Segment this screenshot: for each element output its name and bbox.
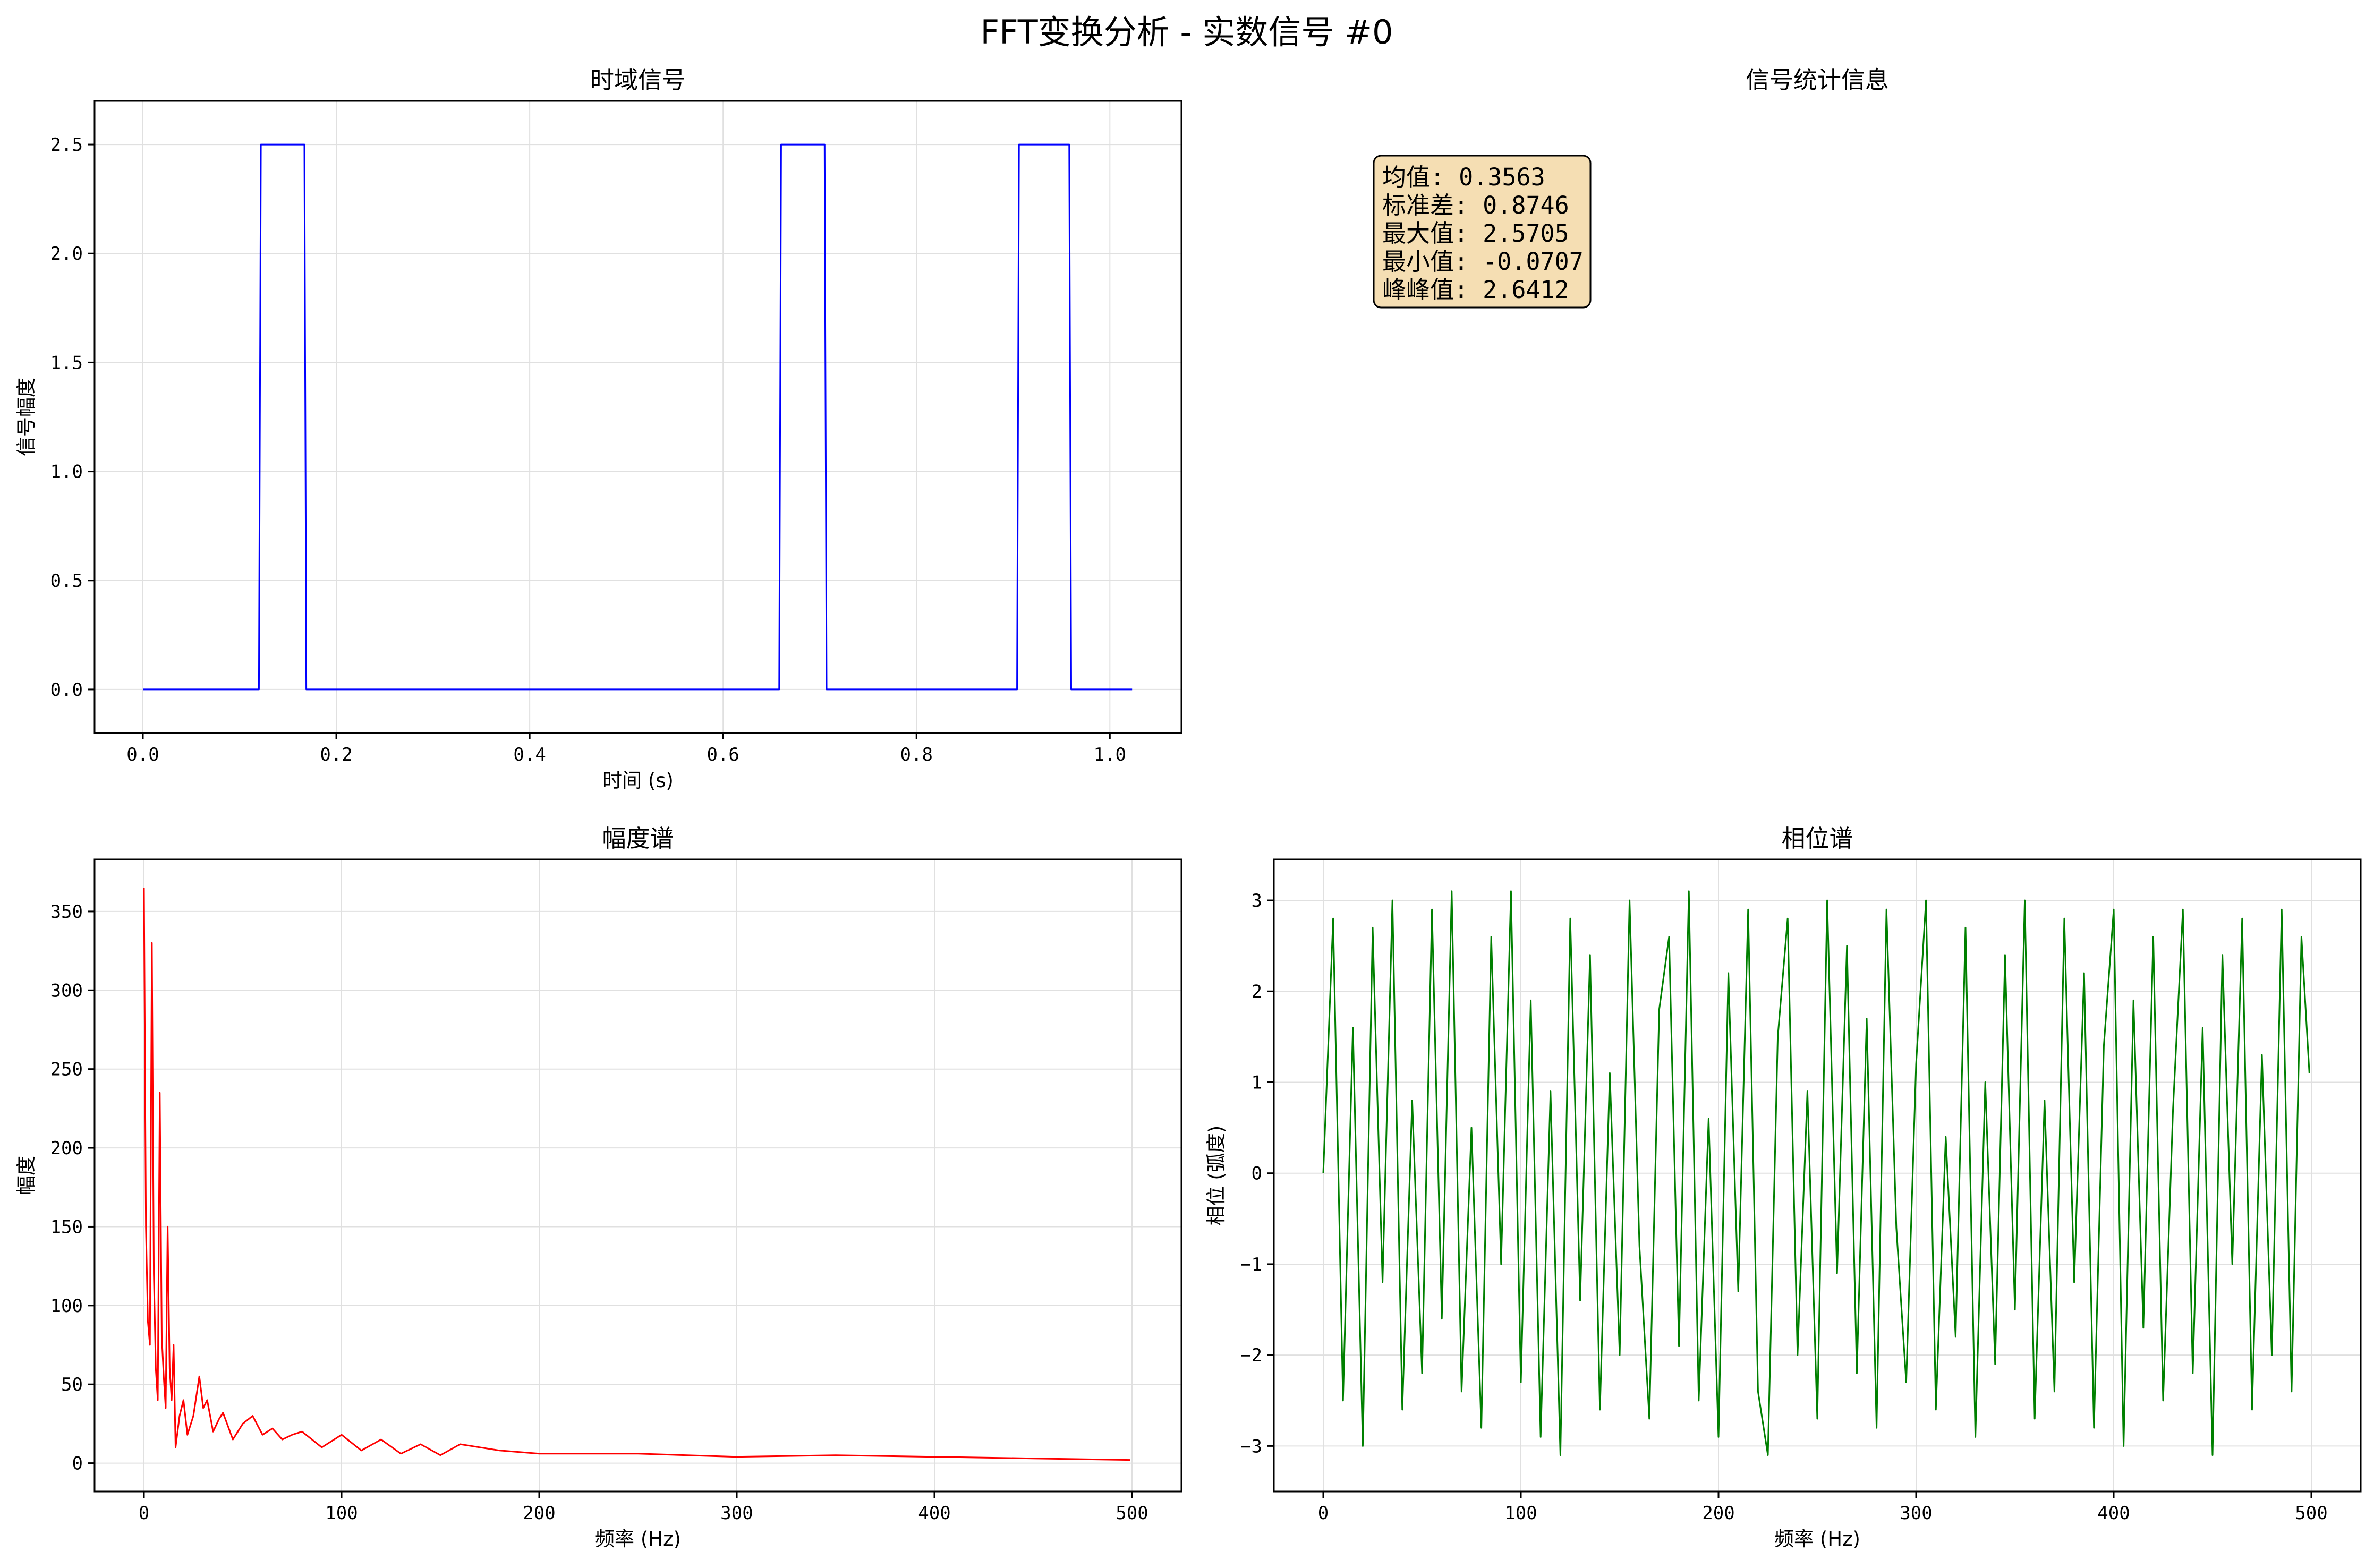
y-tick-label: −3 — [1240, 1436, 1262, 1457]
x-tick-label: 200 — [523, 1503, 555, 1524]
stats-line: 峰峰值: 2.6412 — [1382, 276, 1569, 304]
x-tick-label: 0 — [139, 1503, 149, 1524]
x-tick-label: 0.6 — [707, 744, 739, 765]
phase-x-axis-label: 频率 (Hz) — [1774, 1528, 1860, 1550]
time-series-line — [143, 143, 1133, 691]
y-tick-label: 0 — [1252, 1163, 1262, 1184]
time-title: 时域信号 — [590, 66, 686, 94]
y-tick-label: 50 — [61, 1374, 83, 1395]
x-tick-label: 300 — [720, 1503, 753, 1524]
stats-line: 最小值: -0.0707 — [1382, 248, 1584, 276]
time-x-axis-label: 时间 (s) — [602, 769, 674, 792]
y-tick-label: −1 — [1240, 1254, 1262, 1275]
x-tick-label: 300 — [1900, 1503, 1932, 1524]
y-tick-label: 0 — [72, 1453, 83, 1475]
phase-spectrum-panel: 相位谱 0 100 200 300 400 500 −3 −2 −1 0 1 2 3 频率 (Hz) 相位 (… — [1205, 824, 2362, 1550]
x-tick-label: 500 — [2295, 1503, 2327, 1524]
stats-box — [1373, 155, 1592, 309]
y-tick-label: 2 — [1252, 981, 1262, 1002]
y-tick-label: 350 — [50, 901, 83, 923]
y-tick-label: 100 — [50, 1296, 83, 1317]
y-tick-label: 1.5 — [50, 352, 83, 373]
x-tick-label: 0.4 — [513, 744, 546, 765]
x-tick-label: 100 — [1504, 1503, 1537, 1524]
phase-y-axis-label: 相位 (弧度) — [1205, 1126, 1228, 1226]
stats-title: 信号统计信息 — [1746, 66, 1889, 94]
x-tick-label: 400 — [2097, 1503, 2130, 1524]
y-tick-label: 2.5 — [50, 134, 83, 156]
mag-title: 幅度谱 — [602, 824, 674, 853]
y-tick-label: 0.0 — [50, 679, 83, 701]
time-axes-frame — [93, 100, 1182, 734]
mag-axes-frame — [93, 858, 1182, 1493]
y-tick-label: 1.0 — [50, 462, 83, 483]
mag-y-axis-label: 幅度 — [15, 1156, 38, 1195]
x-tick-label: 0.0 — [126, 744, 159, 765]
x-tick-label: 500 — [1116, 1503, 1148, 1524]
x-tick-label: 100 — [325, 1503, 358, 1524]
y-tick-label: 150 — [50, 1216, 83, 1238]
y-tick-label: 200 — [50, 1138, 83, 1159]
y-tick-label: 3 — [1252, 890, 1262, 911]
phase-series-line — [1322, 890, 2310, 1456]
stats-line: 最大值: 2.5705 — [1382, 219, 1569, 248]
figure-suptitle: FFT变换分析 - 实数信号 #0 — [981, 13, 1393, 52]
y-tick-label: 250 — [50, 1059, 83, 1080]
mag-x-axis-label: 频率 (Hz) — [595, 1528, 681, 1550]
magnitude-spectrum-panel: 幅度谱 0 100 200 300 400 500 0 50 100 150 200 250 300 350… — [15, 824, 1182, 1550]
x-tick-label: 0.2 — [320, 744, 352, 765]
x-tick-label: 0.8 — [900, 744, 933, 765]
stats-line: 标准差: 0.8746 — [1382, 191, 1569, 219]
y-tick-label: 0.5 — [50, 570, 83, 592]
phase-title: 相位谱 — [1781, 824, 1853, 853]
mag-series-line — [143, 888, 1130, 1461]
time-y-axis-label: 信号幅度 — [15, 378, 38, 456]
time-domain-panel: 时域信号 0.0 0.2 0.4 0.6 0.8 1.0 0.0 0.5 1.0 1.5 2.0 2.5… — [15, 66, 1182, 792]
x-tick-label: 1.0 — [1094, 744, 1126, 765]
stats-line: 均值: 0.3563 — [1382, 163, 1545, 191]
phase-axes-frame — [1273, 858, 2362, 1493]
y-tick-label: 2.0 — [50, 243, 83, 265]
x-tick-label: 0 — [1318, 1503, 1329, 1524]
x-tick-label: 400 — [918, 1503, 950, 1524]
y-tick-label: 300 — [50, 980, 83, 1001]
x-tick-label: 200 — [1702, 1503, 1734, 1524]
y-tick-label: 1 — [1252, 1072, 1262, 1093]
y-tick-label: −2 — [1240, 1345, 1262, 1366]
